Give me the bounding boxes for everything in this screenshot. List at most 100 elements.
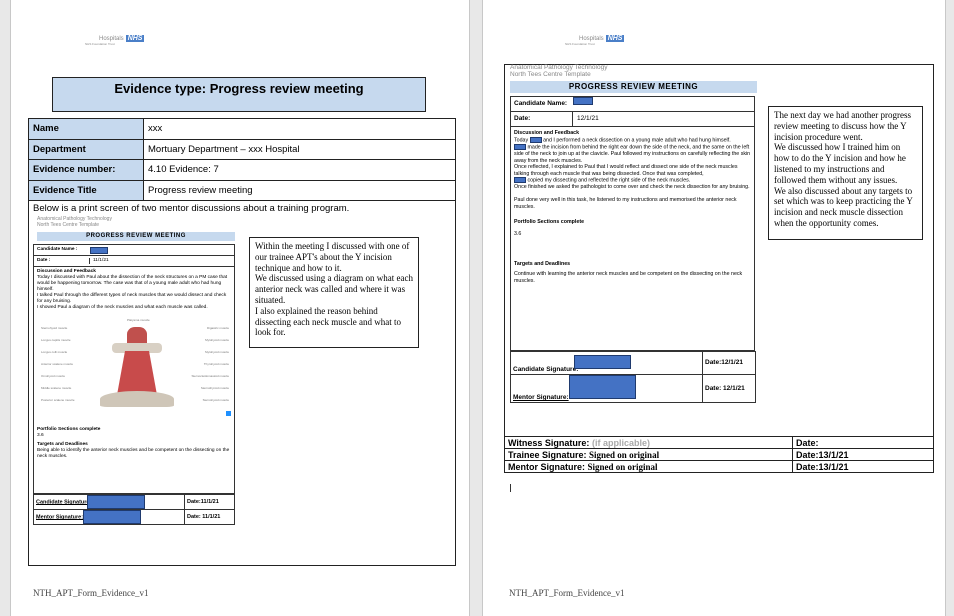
muscle-label: Sternocleidomastoid muscle [191, 374, 229, 378]
redacted-name [529, 136, 542, 143]
targets-heading: Targets and Deadlines [514, 261, 571, 268]
muscle-label: Posterior scalene muscle [41, 398, 75, 402]
redacted-name [514, 143, 526, 150]
signature-table: Witness Signature: (if applicable) Date: … [504, 436, 934, 473]
logo-sub: NHS Foundation Trust [85, 42, 115, 46]
redacted-name [514, 177, 526, 184]
discussion-heading: Discussion and Feedback [37, 269, 96, 274]
redacted-name [573, 97, 593, 106]
row-label: Evidence number: [28, 159, 144, 181]
redacted-signature [568, 375, 636, 400]
table-row: Evidence number: 4.10 Evidence: 7 [28, 159, 456, 181]
evidence-body-cell: Below is a print screen of two mentor di… [28, 200, 456, 566]
page-2: Hospitals NHS NHS Foundation Trust Anatom… [482, 0, 946, 616]
embedded-form-2: Anatomical Pathology Technology North Te… [506, 64, 759, 404]
mentor-signature-label: Mentor Signature: [36, 514, 84, 521]
table-row: Mentor Signature: Signed on original Date… [504, 460, 934, 473]
mentor-date: Date: 11/1/21 [184, 509, 235, 525]
discussion-text: Today I discussed with Paul about the di… [37, 274, 228, 310]
candidate-date: Date:11/1/21 [184, 494, 235, 510]
footer: NTH_APT_Form_Evidence_v1 [33, 588, 149, 598]
expand-icon [226, 411, 231, 416]
candidate-date: Date:12/1/21 [702, 351, 756, 376]
portfolio-heading: Portfolio Sections complete [514, 219, 585, 226]
muscle-label: Thyrohyoid muscle [203, 362, 229, 366]
signature-table-1: Candidate Signature Date:11/1/21 Mentor S… [33, 494, 235, 525]
nhs-badge: NHS [125, 35, 145, 42]
row-value: xxx [143, 118, 456, 140]
targets-text: Being able to identify the anterior neck… [37, 447, 230, 459]
mentor-date: Date:13/1/21 [792, 460, 934, 473]
embedded-form-1: Anatomical Pathology Technology North Te… [33, 216, 239, 525]
signature-table-2: Candidate Signature: Date:12/1/21 Mentor … [510, 351, 756, 404]
witness-date: Date: [792, 436, 934, 449]
intro-text: Below is a print screen of two mentor di… [33, 203, 350, 214]
text-cursor [510, 484, 511, 492]
nhs-logo: Hospitals NHS NHS Foundation Trust [565, 35, 625, 46]
org-line-1: Anatomical Pathology Technology [510, 64, 608, 71]
org-line-1: Anatomical Pathology Technology [37, 216, 112, 222]
row-label: Evidence Title [28, 179, 144, 201]
candidate-label: Candidate Name : [37, 247, 78, 252]
portfolio-heading: Portfolio Sections complete [37, 427, 101, 432]
logo-sub: NHS Foundation Trust [565, 42, 595, 46]
mentor-date: Date: 12/1/21 [702, 374, 756, 404]
redacted-signature [87, 495, 146, 509]
neck-muscle-illustration [100, 327, 174, 409]
nhs-logo: Hospitals NHS NHS Foundation Trust [85, 35, 145, 46]
nhs-badge: NHS [605, 35, 625, 42]
muscle-label: Digastric muscle [206, 326, 229, 330]
form-banner: PROGRESS REVIEW MEETING [510, 81, 757, 94]
row-label: Department [28, 138, 144, 160]
row-value: Progress review meeting [143, 179, 456, 201]
candidate-signature-label: Candidate Signature [36, 499, 90, 506]
discussion-heading: Discussion and Feedback [514, 130, 580, 137]
muscle-label: Anterior scalene muscle [41, 362, 74, 366]
trainee-date: Date:13/1/21 [792, 448, 934, 461]
mentor-signature-label: Mentor Signature: [513, 394, 569, 402]
targets-text: Continue with learning the anterior neck… [514, 271, 743, 284]
muscle-label: Sternohyoid muscle [202, 398, 229, 402]
date-label: Date : [34, 258, 90, 264]
table-row: Department Mortuary Department – xxx Hosp… [28, 138, 456, 160]
info-table: Name xxx Department Mortuary Department – … [28, 118, 456, 201]
muscle-label: Stylohyoid muscle [204, 350, 229, 354]
date-value: 12/1/21 [577, 115, 599, 123]
org-line-2: North Tees Centre Template [510, 71, 591, 79]
redacted-name [90, 246, 108, 254]
targets-heading: Targets and Deadlines [37, 441, 88, 447]
redacted-signature [574, 355, 632, 370]
footer: NTH_APT_Form_Evidence_v1 [509, 588, 625, 598]
trainee-signature: Trainee Signature: Signed on original [504, 448, 793, 461]
discussion-text: Today and I performed a neck dissection … [514, 136, 751, 191]
form-banner: PROGRESS REVIEW MEETING [37, 231, 235, 241]
muscle-label: Middle scalene muscle [41, 386, 72, 390]
table-row: Trainee Signature: Signed on original Dat… [504, 448, 934, 461]
portfolio-value: 3.6 [37, 432, 44, 438]
logo-text: Hospitals [579, 36, 604, 42]
candidate-label: Candidate Name: [514, 100, 568, 108]
mentor-note-2: The next day we had another progress rev… [768, 106, 923, 240]
muscle-label: Mylohyoid muscle [205, 338, 229, 342]
muscle-label: Sternohyoid muscle [41, 326, 68, 330]
page-1: Hospitals NHS NHS Foundation Trust Eviden… [10, 0, 470, 616]
muscle-label: Sternothyroid muscle [200, 386, 229, 390]
date-label: Date: [511, 112, 573, 127]
row-value: Mortuary Department – xxx Hospital [143, 138, 456, 160]
mentor-signature: Mentor Signature: Signed on original [504, 460, 793, 473]
muscle-label: Longus colli muscle [41, 350, 68, 354]
muscle-label: Platysma muscle [127, 318, 150, 322]
logo-text: Hospitals [99, 36, 124, 42]
table-row: Name xxx [28, 118, 456, 140]
witness-signature: Witness Signature: (if applicable) [504, 436, 793, 449]
org-line-2: North Tees Centre Template [37, 222, 100, 229]
candidate-signature-label: Candidate Signature: [513, 366, 579, 374]
date-value: 11/1/21 [93, 258, 109, 263]
redacted-signature [83, 510, 142, 524]
muscle-label: Longus capitis muscle [41, 338, 71, 342]
mentor-note-1: Within the meeting I discussed with one … [249, 237, 419, 348]
muscle-label: Omohyoid muscle [41, 374, 66, 378]
neck-muscle-diagram: Platysma muscle Sternohyoid muscle Longus… [37, 318, 233, 423]
table-row: Evidence Title Progress review meeting [28, 179, 456, 201]
row-label: Name [28, 118, 144, 140]
